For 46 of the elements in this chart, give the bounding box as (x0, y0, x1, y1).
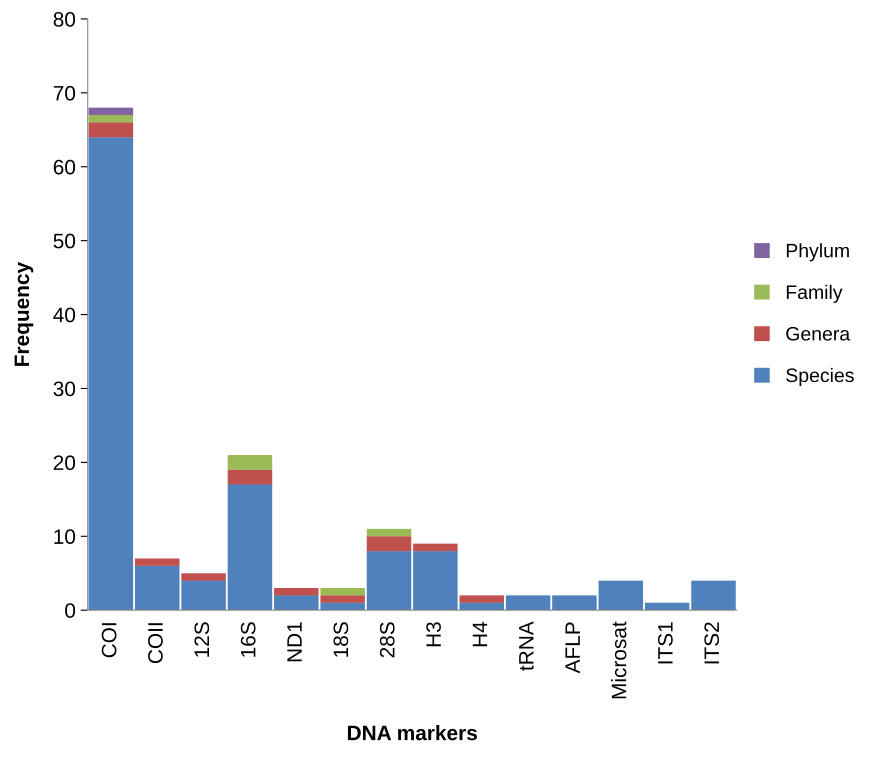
x-tick-label: H4 (472, 622, 488, 646)
y-tick-label: 10 (54, 529, 76, 544)
bar (691, 580, 736, 610)
bar (320, 595, 365, 603)
x-tick-label: ITS2 (704, 622, 720, 664)
x-tick-label: AFLP (565, 622, 580, 674)
bar (88, 108, 134, 116)
x-tick-label: Microsat (611, 621, 626, 698)
x-tick-label: H3 (426, 622, 441, 646)
x-tick-label: COII (148, 623, 163, 664)
x-tick-label: COI (102, 623, 116, 658)
y-tick-label: 0 (65, 603, 76, 618)
bar (88, 122, 134, 138)
bar (366, 528, 412, 536)
legend-label: Species (786, 368, 854, 386)
legend-label: Family (786, 284, 843, 303)
bar (459, 595, 504, 603)
bar (274, 588, 319, 596)
bar (228, 454, 272, 470)
y-tick-label: 40 (53, 308, 76, 322)
x-tick-label: 16S (240, 622, 256, 657)
bar (88, 115, 134, 122)
y-axis-title: Frequency (14, 262, 34, 366)
bar (134, 566, 180, 610)
y-tick-label: 60 (54, 160, 76, 175)
x-tick-label: ITS1 (658, 622, 673, 664)
y-tick-label: 80 (54, 12, 76, 27)
bar (134, 558, 180, 566)
x-tick-label: 12S (194, 622, 210, 657)
y-tick-label: 70 (54, 86, 76, 101)
bar (88, 137, 134, 610)
legend-label: Phylum (786, 243, 849, 262)
y-tick-label: 30 (54, 381, 76, 396)
bar (320, 588, 365, 596)
x-tick-label: tRNA (519, 621, 534, 671)
y-tick-label: 20 (54, 455, 76, 470)
x-tick-label: ND1 (287, 622, 302, 662)
y-tick-label: 50 (54, 234, 76, 248)
bar (181, 573, 226, 581)
bar (228, 470, 272, 485)
x-tick-label: 28S (380, 622, 395, 658)
x-tick-label: 18S (333, 622, 348, 657)
bar (598, 580, 644, 610)
legend-label: Genera (786, 326, 850, 341)
bar (274, 595, 319, 610)
x-axis-title: DNA markers (348, 725, 477, 740)
